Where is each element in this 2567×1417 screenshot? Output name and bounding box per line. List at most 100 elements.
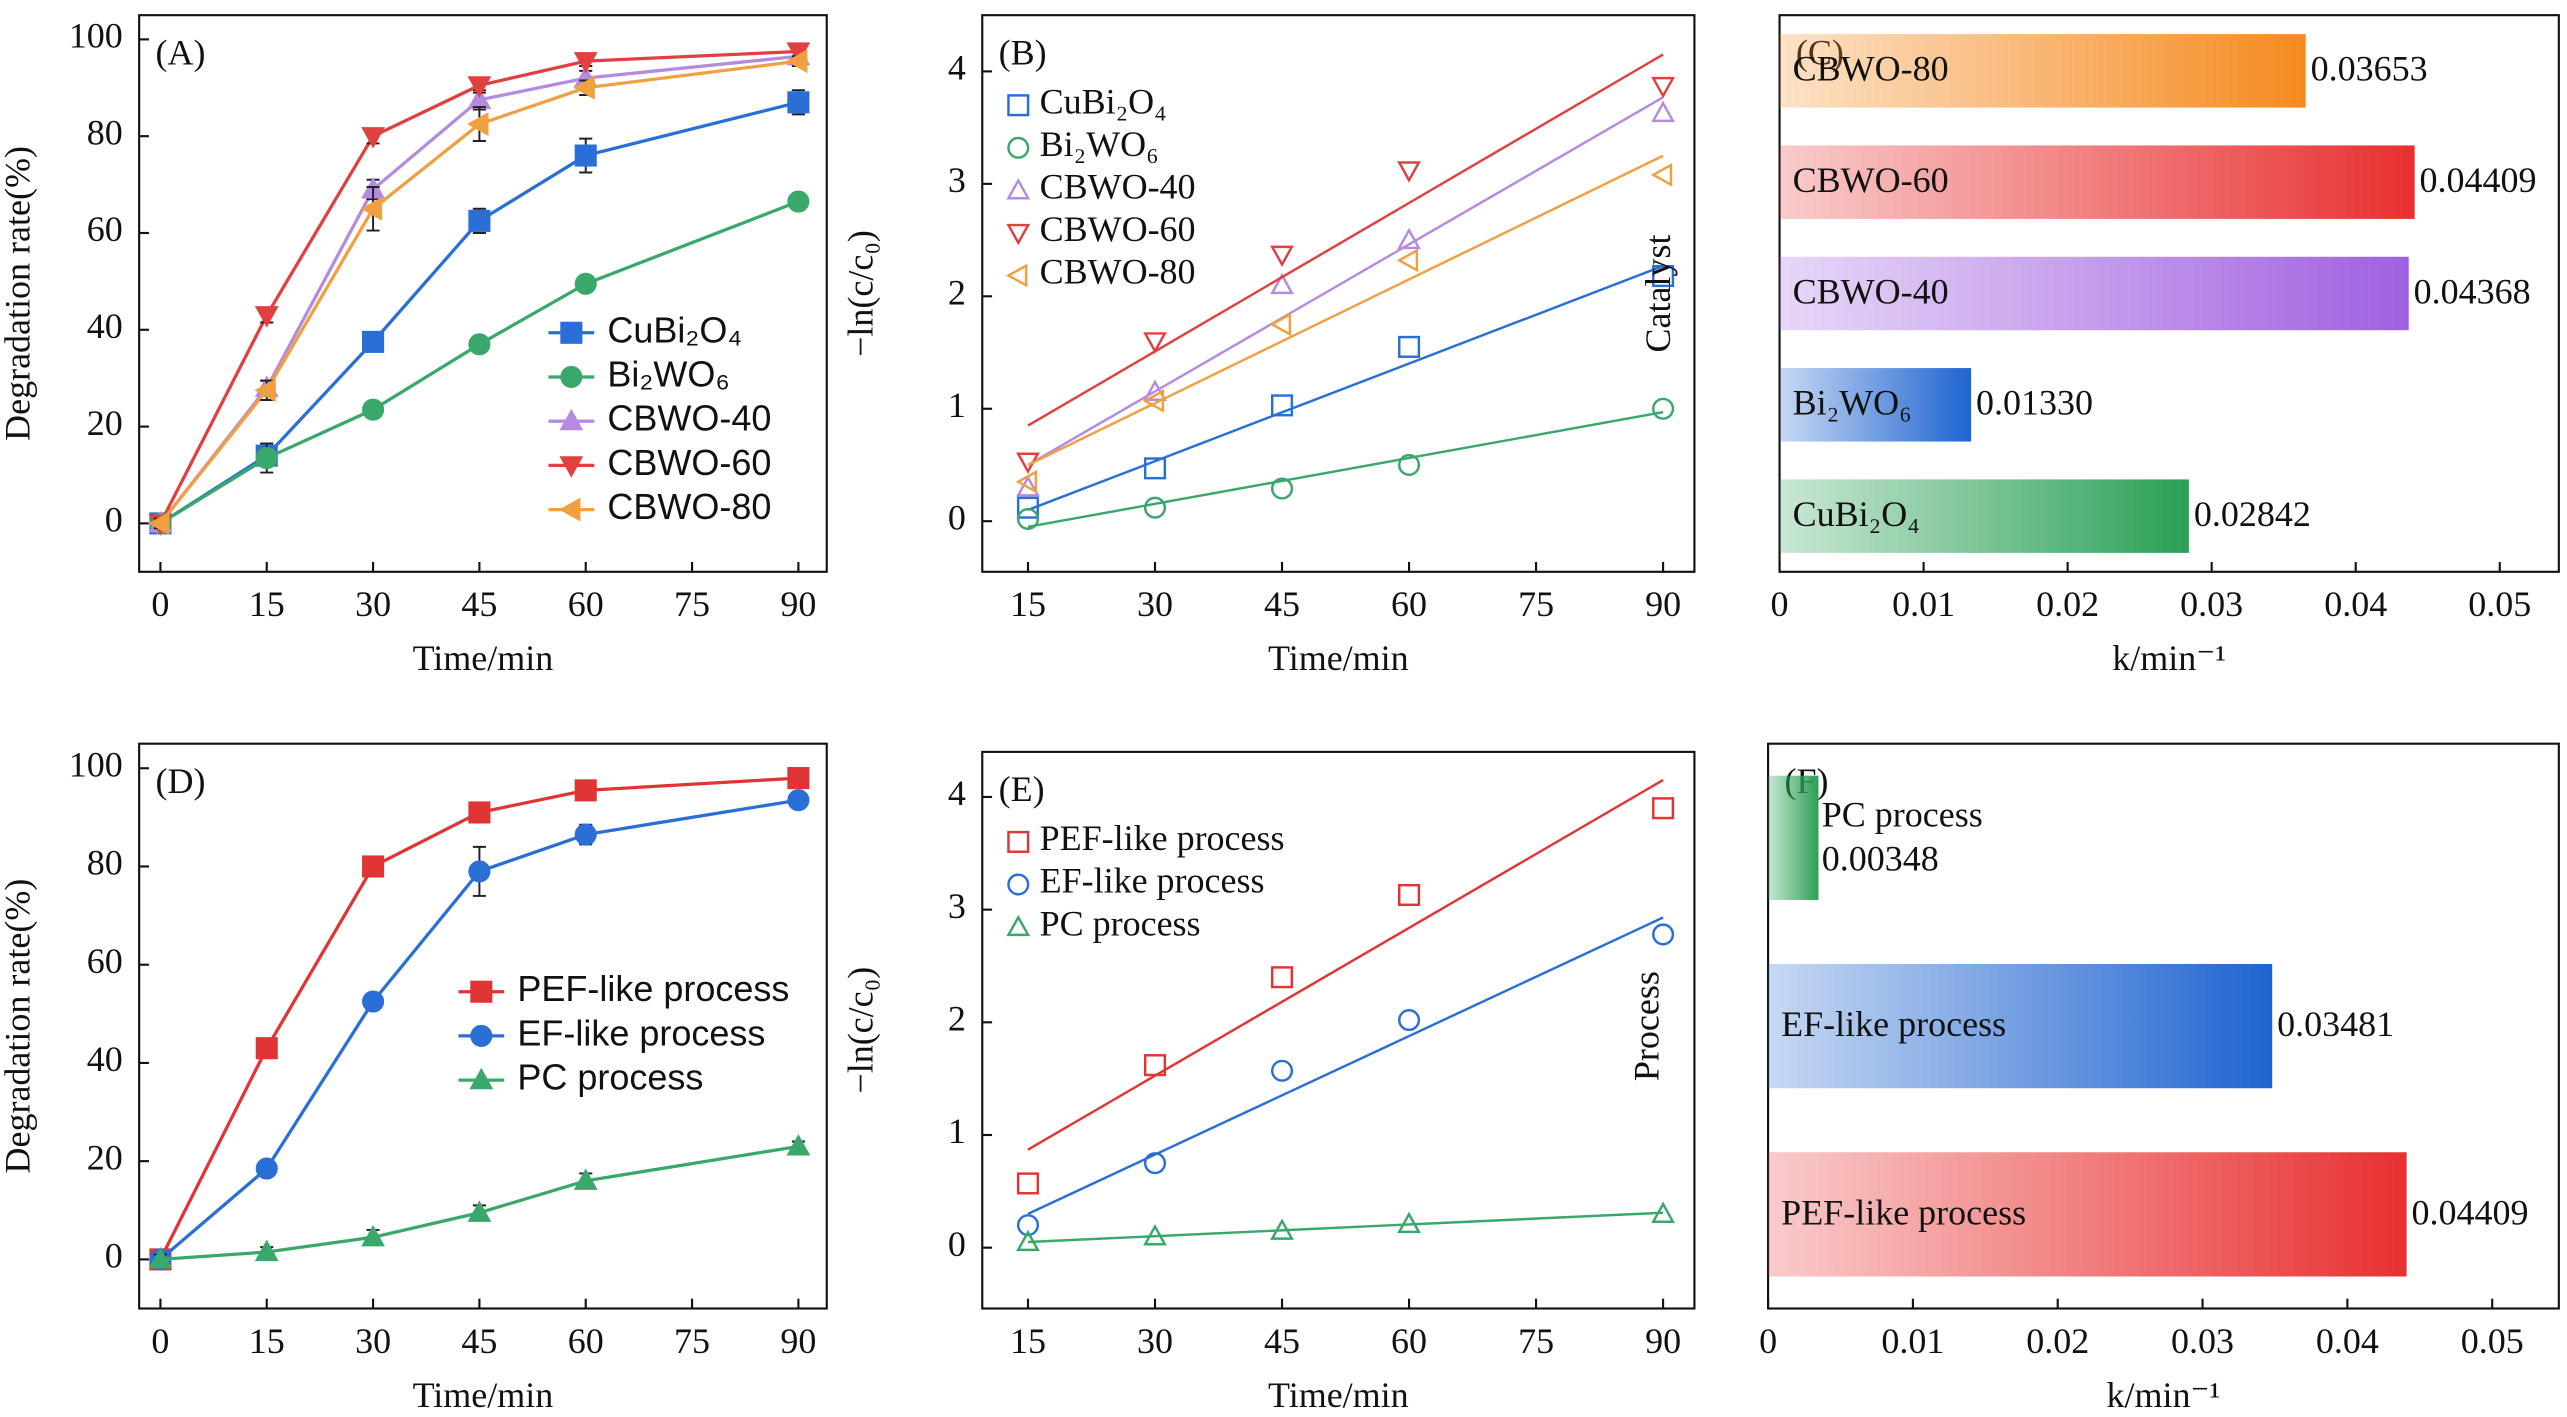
y-axis-label: Catalyst <box>1638 234 1678 352</box>
marker <box>1143 332 1167 354</box>
legend-label: CuBi₂O₄ <box>1040 81 1167 121</box>
marker <box>1650 162 1673 187</box>
marker <box>1016 475 1040 497</box>
bar <box>1768 1152 2407 1277</box>
marker <box>1016 507 1040 531</box>
y-tick-label: 40 <box>87 1039 123 1079</box>
category-label: PC process <box>1822 794 1983 834</box>
value-label: 0.04409 <box>2412 1192 2529 1232</box>
legend-marker <box>1006 914 1031 937</box>
category-label: PEF-like process <box>1781 1192 2026 1232</box>
series-line <box>159 100 799 525</box>
legend-label: Bi₂WO₆ <box>607 353 729 394</box>
marker <box>360 196 383 221</box>
x-axis-label: Time/min <box>413 1375 554 1415</box>
value-label: 0.04368 <box>2414 271 2531 311</box>
x-tick-label: 60 <box>568 584 604 624</box>
series-line <box>158 776 799 1261</box>
value-label: 0.03481 <box>2277 1004 2394 1044</box>
series-line <box>159 200 799 525</box>
marker <box>1397 453 1421 477</box>
marker <box>1143 1152 1167 1175</box>
marker <box>468 209 491 232</box>
legend-label: PC process <box>517 1057 703 1098</box>
x-tick-label: 0.04 <box>2316 1321 2379 1361</box>
value-label: 0.02842 <box>2194 494 2311 534</box>
y-tick-label: 1 <box>948 1111 966 1151</box>
legend-label: CuBi₂O₄ <box>607 309 742 350</box>
category-label: CBWO-80 <box>1793 49 1949 89</box>
x-tick-label: 90 <box>780 1321 816 1361</box>
bar <box>1779 256 2409 331</box>
marker <box>1652 797 1675 820</box>
x-tick-label: 60 <box>1391 1321 1427 1361</box>
marker <box>467 112 489 136</box>
marker <box>254 306 279 328</box>
y-axis-label: −ln(c/c₀) <box>841 230 881 357</box>
y-tick-label: 100 <box>69 745 123 785</box>
x-tick-label: 75 <box>674 584 710 624</box>
y-tick-label: 2 <box>948 273 966 313</box>
marker <box>468 333 491 356</box>
marker <box>1270 1059 1294 1082</box>
marker <box>468 860 491 883</box>
legend-marker <box>1005 263 1028 288</box>
marker <box>1143 379 1167 401</box>
marker <box>1143 496 1167 519</box>
y-tick-label: 100 <box>69 16 123 56</box>
marker <box>467 1200 492 1222</box>
x-axis-label: k/min⁻¹ <box>2107 1375 2221 1415</box>
bar <box>1779 145 2415 219</box>
marker <box>1270 1218 1294 1240</box>
legend-marker <box>1006 223 1031 246</box>
marker <box>254 378 276 403</box>
y-tick-label: 40 <box>87 306 123 346</box>
marker <box>362 855 385 878</box>
marker <box>1651 76 1675 99</box>
y-tick-label: 0 <box>948 1224 966 1264</box>
legend-marker <box>560 365 583 389</box>
legend-marker <box>559 497 581 522</box>
fit-line <box>1027 96 1664 467</box>
x-tick-label: 90 <box>780 584 816 624</box>
marker <box>468 801 491 824</box>
legend-label: EF-like process <box>517 1012 765 1053</box>
category-label: EF-like process <box>1781 1004 2006 1044</box>
marker <box>573 1168 598 1190</box>
x-tick-label: 60 <box>1391 584 1427 624</box>
value-label: 0.03653 <box>2311 49 2428 89</box>
legend-marker <box>560 321 583 344</box>
legend-marker <box>1007 830 1030 853</box>
marker <box>148 1247 173 1269</box>
marker <box>787 91 810 114</box>
marker <box>1270 477 1294 500</box>
x-tick-label: 45 <box>461 1321 497 1361</box>
legend-marker <box>559 408 584 431</box>
marker <box>1016 496 1040 519</box>
y-tick-label: 3 <box>948 886 966 926</box>
y-tick-label: 60 <box>87 209 123 249</box>
legend-marker <box>1007 94 1030 117</box>
marker <box>1143 1224 1167 1246</box>
marker <box>1652 923 1675 946</box>
marker <box>467 76 492 98</box>
y-tick-label: 0 <box>105 1236 123 1276</box>
fit-line <box>1027 154 1664 467</box>
y-axis-label: Degradation rate(%) <box>0 146 38 441</box>
legend-marker <box>1006 178 1031 200</box>
y-tick-label: 80 <box>87 843 123 883</box>
x-tick-label: 15 <box>249 1321 285 1361</box>
fit-line <box>1027 410 1664 529</box>
x-tick-label: 90 <box>1645 1321 1681 1361</box>
marker <box>1397 161 1421 183</box>
marker <box>1397 1009 1421 1032</box>
legend-label: CBWO-60 <box>607 442 771 483</box>
x-tick-label: 0 <box>151 1321 169 1361</box>
legend-marker <box>470 980 493 1003</box>
marker <box>1397 883 1421 907</box>
marker <box>361 127 385 149</box>
plot-frame <box>981 750 1696 1310</box>
x-tick-label: 0.02 <box>2036 584 2099 624</box>
panel-label: (E) <box>999 769 1045 809</box>
